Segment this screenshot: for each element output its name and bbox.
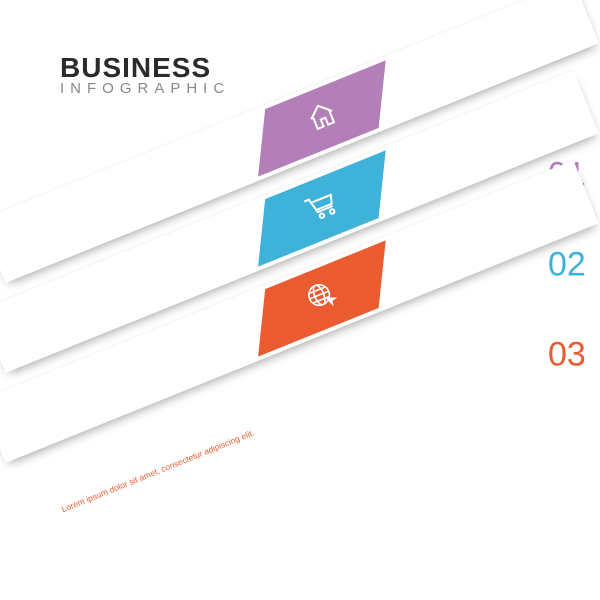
- cart-icon: [305, 183, 339, 234]
- home-icon: [306, 93, 338, 144]
- step-number-2: 02: [548, 246, 586, 285]
- title-block: BUSINESS INFOGRAPHIC: [60, 52, 230, 97]
- step-caption-3: Lorem ipsum dolor sit amet, consectetur …: [60, 427, 256, 514]
- step-number-3: 03: [548, 336, 586, 375]
- title-sub: INFOGRAPHIC: [60, 80, 230, 97]
- globe-cursor-icon: [305, 272, 339, 326]
- infographic-stage: BUSINESS INFOGRAPHIC Interdum et malesua…: [0, 0, 600, 600]
